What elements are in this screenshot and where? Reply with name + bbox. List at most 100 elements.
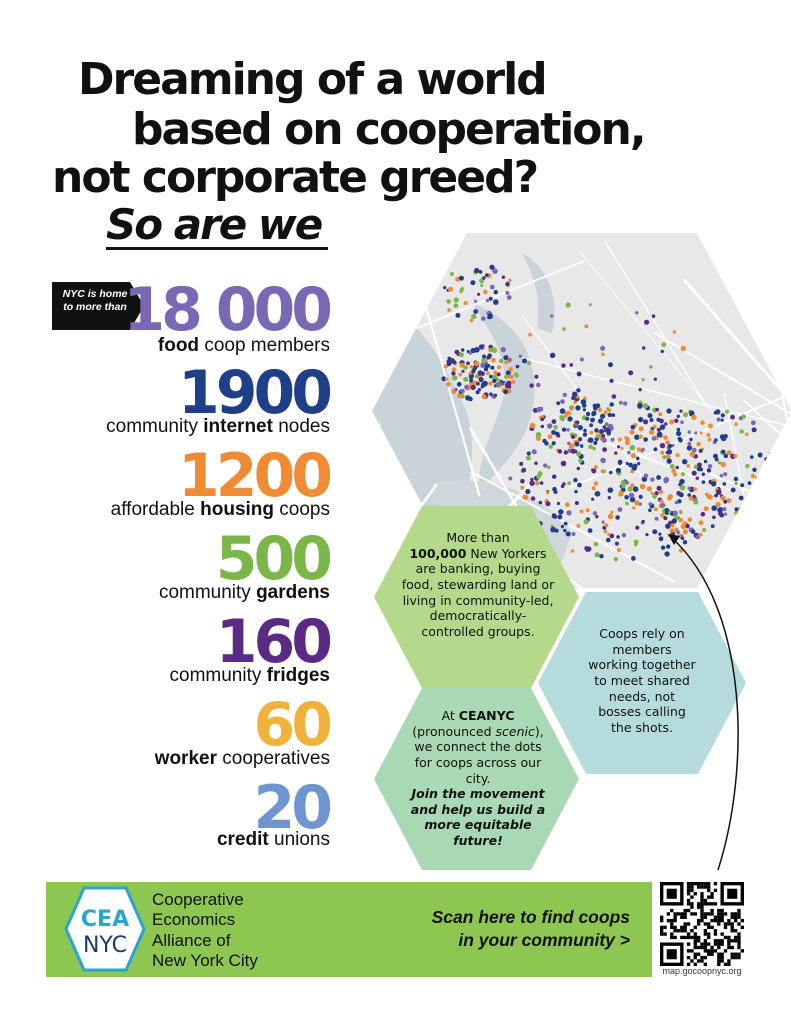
coop-marker [493,370,498,375]
coop-marker [620,479,627,486]
coop-marker [632,506,636,510]
coop-marker [659,499,664,504]
coop-marker [444,377,449,382]
coop-marker [658,412,663,417]
coop-marker [717,460,722,465]
hex-teal-shape [374,688,579,870]
coop-marker [588,444,593,450]
coop-marker [611,394,617,399]
coop-marker [454,349,460,355]
coop-marker [606,537,611,543]
coop-marker [721,449,726,454]
coop-marker [642,403,649,409]
coop-marker [577,425,583,431]
coop-marker [679,484,686,491]
coop-marker [530,496,536,501]
coop-marker [522,494,529,501]
coop-marker [480,283,484,287]
coop-marker [540,417,545,422]
coop-marker [579,509,584,514]
coop-marker [643,473,649,478]
coop-marker [551,430,556,435]
coop-marker [587,528,593,533]
coop-marker [576,371,582,377]
coop-marker [560,399,565,404]
coop-marker [703,506,709,512]
coop-marker [602,469,607,474]
qr-code[interactable] [660,882,744,966]
coop-marker [564,414,568,418]
coop-marker [692,494,696,499]
coop-marker [750,473,756,479]
coop-marker [656,431,663,438]
coop-marker [590,417,595,423]
coop-marker [649,418,654,422]
coop-marker [658,532,662,536]
coop-marker [662,455,667,460]
coop-marker [575,405,581,411]
coop-marker [594,552,600,558]
coop-marker [676,427,681,432]
coop-marker [507,357,512,362]
coop-marker [515,364,520,369]
coop-marker [589,423,593,428]
coop-marker [576,523,581,528]
coop-marker [720,413,725,418]
coop-marker [551,419,557,424]
coop-marker [530,477,534,482]
coop-marker [579,357,584,362]
coop-marker [595,515,599,519]
coop-marker [614,451,618,455]
coop-marker [488,296,493,301]
coop-marker [560,460,567,467]
coop-marker [711,505,717,512]
coop-marker [659,424,666,430]
coop-marker [481,394,487,400]
coop-marker [621,532,627,538]
coop-marker [559,408,566,414]
coop-marker [719,473,724,478]
coop-marker [660,545,666,550]
coop-marker [520,485,525,490]
coop-marker [644,319,650,325]
coop-marker [452,375,458,381]
coop-marker [508,476,513,481]
coop-marker [752,467,757,472]
coop-marker [714,493,718,498]
stat-label-gardens: community gardens [159,583,330,602]
coop-marker [592,446,596,451]
coop-marker [443,364,449,369]
stat-label-food-bold: food [157,335,200,356]
coop-marker [630,452,637,459]
stat-label-internet-pre: community [106,416,204,437]
coop-marker [620,446,624,451]
coop-marker [483,289,488,295]
coop-marker [458,352,464,358]
coop-marker [629,496,636,503]
coop-marker [529,480,535,486]
coop-marker [600,457,606,464]
coop-marker [745,463,750,469]
coop-marker [592,511,598,516]
coop-marker [637,462,641,466]
coop-marker [607,423,614,430]
qr-url[interactable]: map.gocoopnyc.org [662,966,742,976]
coop-marker [550,526,556,533]
stat-number-food: 18 000 [123,275,333,345]
scan-cta[interactable]: Scan here to find coops in your communit… [400,906,630,952]
coop-marker [686,445,693,451]
coop-marker [447,308,451,312]
coop-marker [655,407,659,412]
coop-marker [465,395,471,401]
coop-marker [701,472,705,476]
coop-marker [699,431,703,435]
coop-marker [558,509,564,515]
coop-marker [583,519,589,525]
coop-marker [504,375,508,379]
coop-marker [576,451,582,457]
coop-marker [666,449,673,455]
coop-marker [653,507,659,512]
coop-marker [585,411,591,417]
scan-line-1: Scan here to find coops [431,907,630,927]
coop-marker [667,443,673,449]
